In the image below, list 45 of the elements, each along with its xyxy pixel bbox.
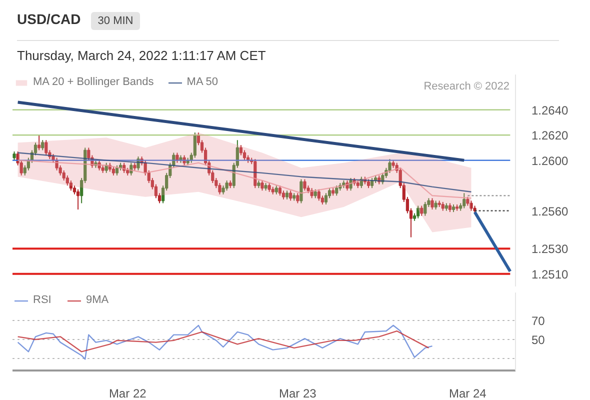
candlestick bbox=[470, 200, 473, 212]
candlestick bbox=[416, 205, 420, 219]
legend-label: 9MA bbox=[86, 294, 109, 306]
y-tick-label: 70 bbox=[532, 314, 546, 328]
candlestick bbox=[296, 192, 300, 204]
candlestick bbox=[462, 192, 466, 209]
legend-label: MA 50 bbox=[186, 76, 218, 88]
candlestick bbox=[260, 180, 264, 192]
legend-label: MA 20 + Bollinger Bands bbox=[33, 76, 154, 88]
line-series bbox=[17, 330, 430, 352]
candlestick bbox=[278, 185, 282, 196]
candlestick bbox=[38, 134, 41, 151]
y-tick-label: 1.2530 bbox=[532, 242, 569, 256]
candlestick bbox=[303, 178, 306, 192]
y-tick-label: 1.2620 bbox=[532, 128, 569, 143]
x-tick-label: Mar 24 bbox=[449, 386, 487, 400]
y-tick-label: 1.2600 bbox=[532, 154, 569, 168]
candlestick bbox=[225, 180, 228, 192]
candlestick bbox=[76, 188, 80, 210]
text: Thursday, March 24, 2022 1:11:17 AM CET bbox=[17, 40, 559, 66]
candlestick bbox=[317, 188, 320, 202]
candlestick bbox=[424, 201, 427, 216]
candlestick bbox=[44, 140, 48, 156]
candlestick bbox=[430, 198, 434, 210]
candlestick bbox=[41, 140, 44, 151]
y-tick-label: 50 bbox=[532, 332, 546, 347]
candlestick bbox=[66, 174, 69, 186]
chart-title: USD/CAD bbox=[17, 11, 81, 27]
line-series bbox=[17, 152, 472, 192]
y-tick-label: 1.2640 bbox=[532, 103, 569, 118]
chart-subtitle: 30 MIN bbox=[90, 12, 140, 30]
candlestick bbox=[300, 178, 303, 204]
candlestick bbox=[239, 144, 243, 156]
candlestick bbox=[420, 205, 424, 216]
y-tick-label: 1.2510 bbox=[532, 267, 569, 282]
annotation: Research © 2022 bbox=[424, 80, 510, 92]
candlestick bbox=[349, 177, 352, 192]
line-series bbox=[17, 324, 433, 360]
x-tick-label: Mar 22 bbox=[108, 386, 147, 400]
y-tick-label: 1.2560 bbox=[532, 204, 569, 218]
x-tick-label: Mar 23 bbox=[278, 386, 317, 400]
candlestick bbox=[289, 190, 292, 202]
candlestick bbox=[335, 185, 338, 196]
candlestick bbox=[324, 192, 328, 205]
legend-label: RSI bbox=[33, 294, 52, 306]
